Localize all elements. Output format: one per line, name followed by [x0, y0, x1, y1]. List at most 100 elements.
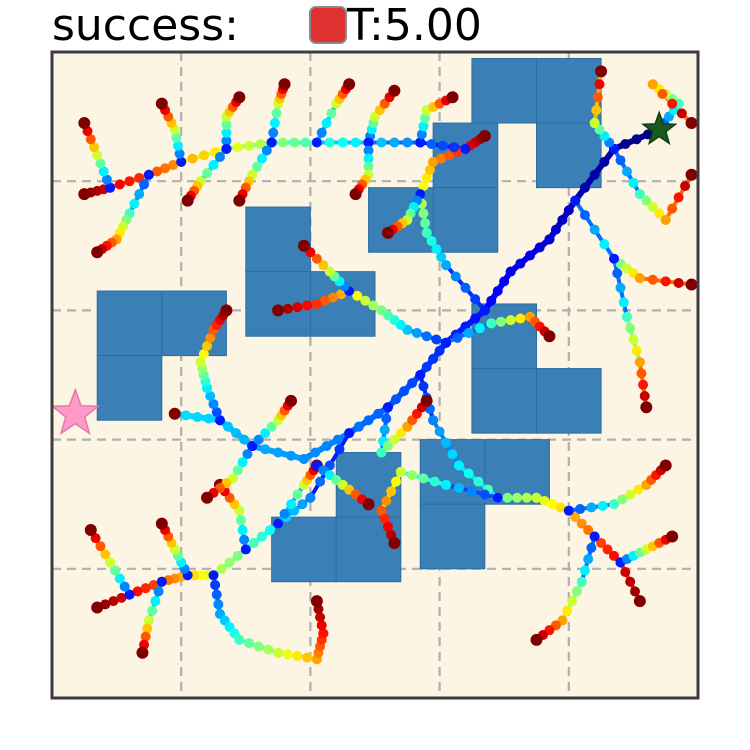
obstacle-block: [471, 368, 537, 434]
tree-node: [641, 195, 652, 206]
tree-node: [515, 258, 526, 269]
tree-leaf-node: [310, 595, 323, 608]
tree-node: [575, 504, 586, 515]
tree-node: [654, 208, 665, 219]
tree-node: [176, 156, 187, 167]
tree-leaf-node: [84, 524, 97, 537]
tree-node: [449, 142, 460, 153]
tree-node: [231, 428, 242, 439]
tree-node: [271, 108, 282, 119]
tree-leaf-node: [272, 304, 285, 317]
tree-node: [602, 544, 613, 555]
tree-leaf-node: [297, 239, 310, 252]
tree-node: [373, 408, 384, 419]
tree-node: [450, 271, 461, 282]
tree-node: [625, 323, 636, 334]
tree-node: [150, 596, 161, 607]
tree-node: [143, 169, 154, 180]
tree-node: [492, 286, 503, 297]
obstacle-block: [96, 290, 163, 357]
tree-node: [336, 289, 347, 300]
tree-node: [421, 172, 432, 183]
tree-leaf-node: [381, 226, 394, 239]
tree-node: [460, 282, 471, 293]
tree-node: [479, 305, 490, 316]
tree-node: [168, 160, 179, 171]
tree-node: [525, 250, 536, 261]
tree-node: [576, 518, 587, 529]
tree-node: [160, 163, 171, 174]
tree-node: [407, 470, 418, 481]
obstacle-block: [536, 57, 602, 124]
tree-leaf-node: [666, 530, 679, 543]
tree-node: [124, 589, 135, 600]
tree-node: [634, 357, 645, 368]
tree-node: [660, 214, 671, 225]
tree-node: [300, 137, 311, 148]
tree-leaf-node: [685, 117, 698, 130]
tree-node: [334, 444, 345, 455]
tree-node: [407, 378, 418, 389]
tree-nodes: [78, 65, 698, 665]
tree-node: [221, 143, 232, 154]
tree-node: [638, 379, 649, 390]
tree-node: [431, 334, 442, 345]
tree-node: [198, 349, 209, 360]
tree-node: [431, 244, 442, 255]
tree-node: [415, 370, 426, 380]
tree-node: [328, 292, 339, 303]
tree-node: [579, 210, 590, 221]
tree-node: [240, 544, 251, 555]
tree-node: [441, 337, 452, 348]
tree-node: [436, 252, 447, 263]
tree-node: [192, 411, 203, 422]
tree-leaf-node: [201, 491, 214, 504]
tree-node: [266, 421, 277, 432]
tree-node: [292, 302, 303, 313]
tree-node: [324, 137, 335, 148]
tree-node: [195, 357, 206, 368]
tree-node: [205, 332, 216, 343]
tree-node: [389, 137, 400, 148]
obstacle-block: [96, 355, 163, 421]
tree-node: [625, 489, 636, 500]
tree-node: [244, 638, 255, 649]
tree-node: [441, 437, 452, 448]
tree-node: [156, 576, 167, 587]
tree-node: [571, 586, 582, 597]
tree-node: [647, 202, 658, 213]
time-label: T:5.00: [347, 0, 482, 51]
tree-node: [379, 513, 390, 524]
tree-node: [260, 428, 271, 439]
tree-node: [667, 98, 678, 109]
tree-node: [210, 579, 221, 590]
tree-leaf-node: [91, 601, 104, 614]
tree-node: [421, 361, 432, 372]
tree-node: [101, 174, 112, 185]
tree-node: [187, 153, 198, 164]
tree-node: [437, 140, 448, 151]
tree-node: [277, 137, 288, 148]
tree-leaf-node: [388, 84, 401, 97]
tree-node: [576, 576, 587, 587]
tree-node: [282, 649, 293, 660]
tree-node: [382, 521, 393, 532]
tree-node: [261, 145, 272, 156]
tree-node: [311, 298, 322, 309]
tree-node: [633, 484, 644, 495]
tree-node: [428, 156, 439, 167]
tree-node: [237, 525, 248, 536]
tree-node: [147, 605, 158, 616]
tree-node: [256, 531, 267, 542]
tree-node: [344, 428, 355, 439]
tree-node: [315, 476, 326, 487]
tree-node: [609, 253, 620, 264]
tree-node: [620, 567, 631, 578]
tree-node: [636, 368, 647, 379]
tree-node: [247, 441, 258, 452]
tree-node: [502, 492, 513, 503]
tree-node: [452, 332, 463, 343]
tree-node: [244, 140, 255, 151]
tree-leaf-node: [343, 78, 356, 91]
tree-node: [205, 390, 216, 401]
